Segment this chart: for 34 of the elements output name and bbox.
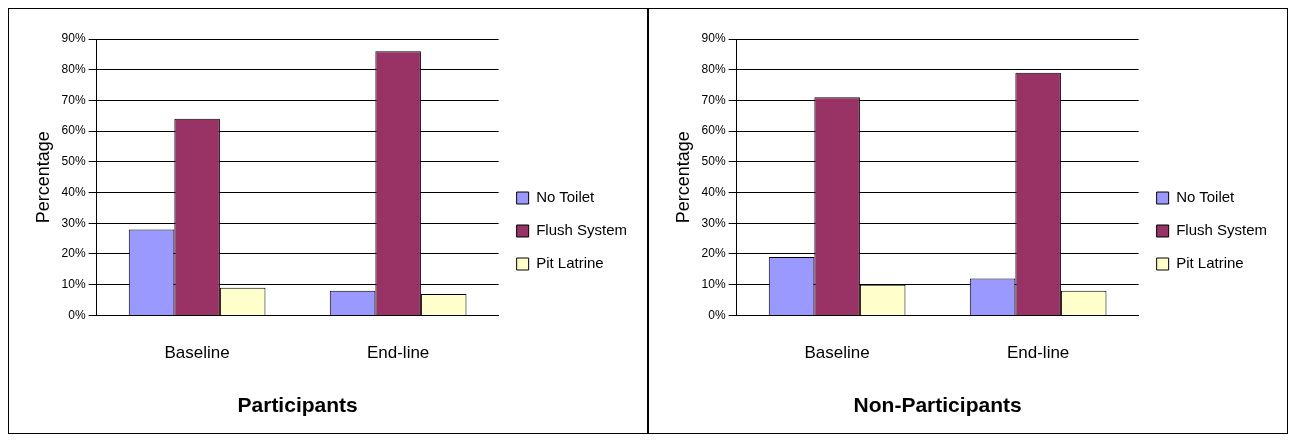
legend-label: Pit Latrine <box>536 254 604 272</box>
y-tick-label: 80% <box>701 62 726 77</box>
y-tick-label: 40% <box>61 184 86 199</box>
y-tick-label: 70% <box>701 92 726 107</box>
x-tick-label: End-line <box>366 343 430 363</box>
y-tick-label: 70% <box>61 92 86 107</box>
y-tick-label: 90% <box>61 31 86 46</box>
y-tick-label: 30% <box>701 215 726 230</box>
x-axis-title: Participants <box>237 393 358 417</box>
legend-label: Pit Latrine <box>1176 254 1244 272</box>
y-tick-label: 20% <box>701 246 726 261</box>
y-axis-title: Percentage <box>32 131 53 224</box>
legend-label: Flush System <box>536 221 627 239</box>
y-tick-label: 30% <box>61 215 86 230</box>
y-tick-label: 20% <box>61 246 86 261</box>
y-tick-label: 60% <box>701 123 726 138</box>
x-tick-label: Baseline <box>804 343 870 363</box>
y-tick-label: 50% <box>61 154 86 169</box>
legend-label: Flush System <box>1176 221 1267 239</box>
y-tick-label: 10% <box>61 277 86 291</box>
legend-label: No Toilet <box>1176 188 1236 206</box>
y-tick-label: 60% <box>61 123 86 138</box>
x-axis-title: Non-Participants <box>853 393 1022 417</box>
legend-label: No Toilet <box>536 188 596 206</box>
y-tick-label: 0% <box>708 307 726 322</box>
x-tick-label: Baseline <box>164 343 230 363</box>
y-tick-label: 10% <box>701 277 726 291</box>
y-tick-label: 0% <box>68 307 86 322</box>
y-tick-label: 80% <box>61 62 86 77</box>
y-axis-title: Percentage <box>672 131 693 224</box>
y-tick-label: 50% <box>701 154 726 169</box>
y-tick-label: 90% <box>701 31 726 46</box>
x-tick-label: End-line <box>1006 343 1070 363</box>
y-tick-label: 40% <box>701 184 726 199</box>
